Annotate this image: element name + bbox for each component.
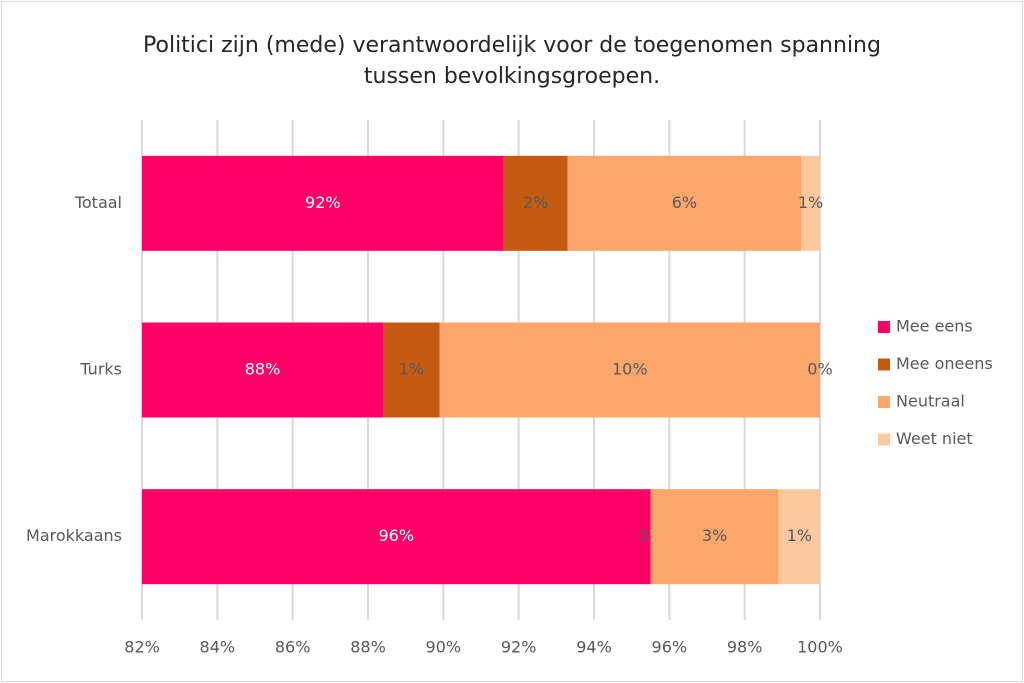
- legend-label: Neutraal: [896, 392, 965, 411]
- data-label: 1%: [787, 526, 812, 545]
- bar-segment: [142, 489, 651, 585]
- bar-segment: [439, 322, 820, 418]
- data-label: 1%: [798, 193, 823, 212]
- bar-segment: [801, 155, 820, 251]
- data-label: 3%: [702, 526, 727, 545]
- y-tick-label: Marokkaans: [26, 526, 122, 545]
- data-label: 96%: [378, 526, 414, 545]
- x-tick-label: 86%: [275, 638, 311, 657]
- data-label: 10%: [612, 360, 648, 379]
- data-label: 1%: [399, 360, 424, 379]
- x-tick-label: 98%: [727, 638, 763, 657]
- x-tick-label: 96%: [652, 638, 688, 657]
- data-label: 0%: [807, 360, 832, 379]
- y-tick-label: Turks: [79, 360, 122, 379]
- legend-swatch: [878, 396, 890, 408]
- x-tick-label: 100%: [797, 638, 843, 657]
- x-tick-label: 88%: [350, 638, 386, 657]
- legend-swatch: [878, 433, 890, 446]
- bar-segment: [567, 155, 802, 251]
- data-label: 2%: [523, 193, 548, 212]
- data-label: 92%: [305, 193, 341, 212]
- legend-label: Weet niet: [896, 429, 973, 448]
- legend-label: Mee eens: [896, 317, 973, 336]
- x-tick-label: 82%: [124, 638, 160, 657]
- y-tick-label: Totaal: [74, 193, 122, 212]
- legend-swatch: [878, 358, 890, 371]
- x-tick-label: 94%: [576, 638, 612, 657]
- bar-segment: [650, 489, 779, 585]
- bar-segment: [142, 322, 384, 418]
- data-label: 88%: [245, 360, 281, 379]
- x-tick-label: 90%: [426, 638, 462, 657]
- legend-swatch: [878, 321, 890, 333]
- chart-title: tussen bevolkingsgroepen.: [364, 64, 660, 89]
- data-label: 6%: [672, 193, 697, 212]
- legend-label: Mee oneens: [896, 354, 993, 373]
- chart-title: Politici zijn (mede) verantwoordelijk vo…: [143, 33, 881, 58]
- bar-segment: [142, 155, 504, 251]
- bar-segment: [383, 322, 440, 418]
- x-tick-label: 92%: [501, 638, 537, 657]
- bar-segment: [778, 489, 820, 585]
- bar-segment: [503, 155, 568, 251]
- x-tick-label: 84%: [200, 638, 236, 657]
